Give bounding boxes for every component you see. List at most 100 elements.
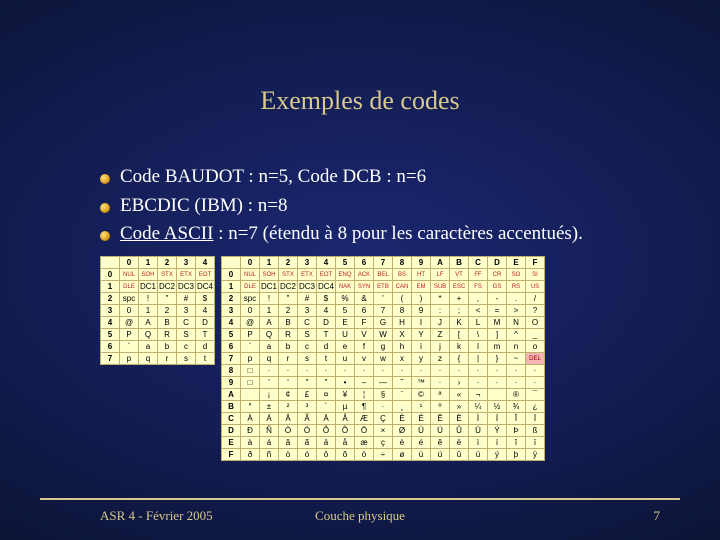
- ascii-cell: ä: [317, 437, 336, 449]
- ascii-cell: ": [279, 293, 298, 305]
- col-header: 5: [336, 257, 355, 269]
- ascii-cell: J: [431, 317, 450, 329]
- ascii-cell: EOT: [196, 269, 215, 281]
- ascii-cell: U: [336, 329, 355, 341]
- ascii-cell: \: [469, 329, 488, 341]
- ascii-cell: ¼: [469, 401, 488, 413]
- ascii-cell: ö: [355, 449, 374, 461]
- ascii-cell: #: [298, 293, 317, 305]
- ascii-cell: ·: [431, 365, 450, 377]
- ascii-cell: 1: [260, 305, 279, 317]
- ascii-cell: DC2: [279, 281, 298, 293]
- ascii-cell: ÿ: [526, 449, 545, 461]
- bullet-item: Code BAUDOT : n=5, Code DCB : n=6: [100, 165, 690, 190]
- col-header: 2: [158, 257, 177, 269]
- row-header: E: [222, 437, 241, 449]
- ascii-cell: x: [393, 353, 412, 365]
- ascii-cell: ·: [260, 365, 279, 377]
- ascii-cell: Ë: [450, 413, 469, 425]
- ascii-cell: K: [450, 317, 469, 329]
- ascii-cell: R: [158, 329, 177, 341]
- ascii-cell: ²: [279, 401, 298, 413]
- ascii-cell: ETB: [374, 281, 393, 293]
- ascii-cell: SI: [526, 269, 545, 281]
- ascii-cell: Ô: [317, 425, 336, 437]
- ascii-cell: ACK: [355, 269, 374, 281]
- ascii-cell: ]: [488, 329, 507, 341]
- ascii-cell: ð: [241, 449, 260, 461]
- row-header: 0: [222, 269, 241, 281]
- ascii-cell: Ó: [298, 425, 317, 437]
- col-header: 0: [241, 257, 260, 269]
- ascii-cell: µ: [336, 401, 355, 413]
- col-header: C: [469, 257, 488, 269]
- col-header: 7: [374, 257, 393, 269]
- col-header: 4: [196, 257, 215, 269]
- ascii-cell: #: [177, 293, 196, 305]
- ascii-cell: FF: [469, 269, 488, 281]
- ascii-cell: î: [507, 437, 526, 449]
- ascii-cell: Ã: [298, 413, 317, 425]
- ascii-cell: DC4: [196, 281, 215, 293]
- ascii-cell: A: [260, 317, 279, 329]
- ascii-cell: DLE: [120, 281, 139, 293]
- ascii-cell: ': [279, 377, 298, 389]
- col-header: 0: [120, 257, 139, 269]
- row-header: 2: [222, 293, 241, 305]
- ascii-cell: ": [298, 377, 317, 389]
- ascii-cell: ·: [279, 365, 298, 377]
- ascii-cell: Ò: [279, 425, 298, 437]
- ascii-cell: DC4: [317, 281, 336, 293]
- ascii-cell: ¾: [507, 401, 526, 413]
- ascii-cell: ·: [507, 365, 526, 377]
- bullet-icon: [100, 231, 110, 241]
- ascii-cell: ·: [374, 365, 393, 377]
- ascii-cell: Å: [336, 413, 355, 425]
- ascii-cell: ±: [260, 401, 279, 413]
- ascii-cell: spc: [241, 293, 260, 305]
- ascii-cell: ß: [526, 425, 545, 437]
- ascii-cell: spc: [120, 293, 139, 305]
- ascii-cell: ,: [469, 293, 488, 305]
- ascii-cell: Õ: [336, 425, 355, 437]
- row-header: 1: [101, 281, 120, 293]
- ascii-cell: §: [374, 389, 393, 401]
- ascii-cell: ·: [469, 365, 488, 377]
- ascii-cell: T: [196, 329, 215, 341]
- ascii-cell: Ä: [317, 413, 336, 425]
- col-header: 8: [393, 257, 412, 269]
- ascii-cell: NAK: [336, 281, 355, 293]
- ascii-cell: n: [507, 341, 526, 353]
- col-header: 3: [177, 257, 196, 269]
- ascii-cell: M: [488, 317, 507, 329]
- ascii-cell: DC3: [298, 281, 317, 293]
- col-header: D: [488, 257, 507, 269]
- ascii-cell: NUL: [241, 269, 260, 281]
- ascii-cell: DEL: [526, 353, 545, 365]
- bullet-text-underlined: Code ASCII: [120, 223, 213, 244]
- ascii-cell: ETX: [298, 269, 317, 281]
- ascii-cell: Í: [488, 413, 507, 425]
- ascii-cell: DC1: [139, 281, 158, 293]
- ascii-cell: ×: [374, 425, 393, 437]
- footer-divider: [40, 498, 680, 500]
- ascii-cell: ´: [317, 401, 336, 413]
- ascii-cell: Á: [260, 413, 279, 425]
- ascii-cell: ¯: [526, 389, 545, 401]
- ascii-cell: ·: [393, 365, 412, 377]
- ascii-cell: ï: [526, 437, 545, 449]
- ascii-cell: □: [241, 365, 260, 377]
- ascii-cell: -: [488, 293, 507, 305]
- col-header: 6: [355, 257, 374, 269]
- ascii-cell: é: [412, 437, 431, 449]
- ascii-cell: «: [450, 389, 469, 401]
- row-header: 4: [222, 317, 241, 329]
- col-header: F: [526, 257, 545, 269]
- ascii-cell: t: [196, 353, 215, 365]
- ascii-cell: |: [469, 353, 488, 365]
- ascii-cell: m: [488, 341, 507, 353]
- ascii-cell: G: [374, 317, 393, 329]
- ascii-cell: s: [177, 353, 196, 365]
- ascii-cell: }: [488, 353, 507, 365]
- ascii-tables: 012340NULSOHSTXETXEOT1DLEDC1DC2DC3DC42sp…: [100, 256, 545, 461]
